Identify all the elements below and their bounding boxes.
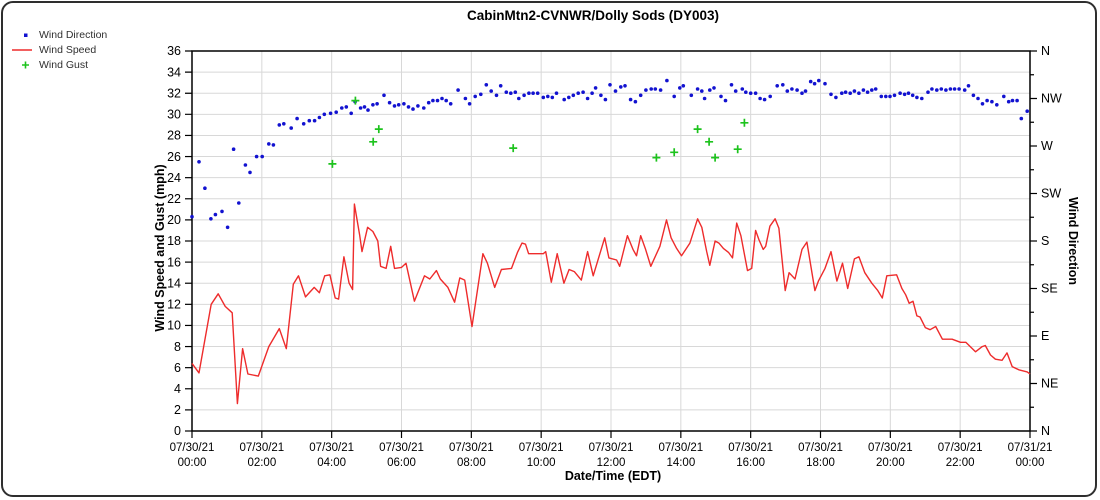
right-tick-label: NW [1041,92,1062,106]
x-tick-time: 12:00 [597,457,626,469]
wind-gust-marker [733,145,742,154]
x-axis-ticks: 07/30/21 00:00 07/30/21 02:00 07/30/21 04:00 0… [170,431,1053,469]
legend-item-wind-speed: Wind Speed [11,42,107,57]
x-tick-date: 07/30/21 [449,442,494,454]
x-tick-date: 07/30/21 [658,442,703,454]
x-tick-date: 07/30/21 [309,442,354,454]
x-tick-date: 07/30/21 [239,442,284,454]
right-tick-label: E [1041,329,1049,343]
x-tick-date: 07/30/21 [868,442,913,454]
left-tick-label: 24 [167,171,181,185]
wind-direction-dot-icon [11,30,33,40]
left-tick-label: 18 [167,234,181,248]
x-tick-date: 07/30/21 [728,442,773,454]
left-tick-label: 30 [167,108,181,122]
x-tick-date: 07/30/21 [170,442,215,454]
right-tick-label: SW [1041,187,1061,201]
page-title: CabinMtn2-CVNWR/Dolly Sods (DY003) [466,8,720,23]
left-tick-label: 2 [174,403,181,417]
legend-label: Wind Speed [39,43,97,56]
x-tick-time: 00:00 [178,457,207,469]
left-tick-label: 26 [167,150,181,164]
left-tick-label: 12 [167,298,181,312]
legend: Wind Direction Wind Speed Wind Gust [11,27,107,72]
wind-gust-marker [711,153,720,162]
x-tick-date: 07/30/21 [589,442,634,454]
wind-gust-plus-icon [11,60,33,70]
right-tick-label: NE [1041,377,1058,391]
left-tick-label: 34 [167,65,181,79]
x-tick-date: 07/30/21 [798,442,843,454]
x-tick-date: 07/30/21 [938,442,983,454]
x-tick-time: 14:00 [666,457,695,469]
x-tick-time: 02:00 [247,457,276,469]
left-tick-label: 4 [174,382,181,396]
x-tick-date: 07/30/21 [519,442,564,454]
wind-gust-marker [652,153,661,162]
legend-item-wind-gust: Wind Gust [11,57,107,72]
right-axis-ticks: N NE E SE S SW W NW N [1030,44,1062,438]
left-tick-label: 0 [174,424,181,438]
legend-label: Wind Gust [39,58,89,71]
legend-item-wind-direction: Wind Direction [11,27,107,42]
x-tick-time: 00:00 [1016,457,1045,469]
left-tick-label: 8 [174,340,181,354]
legend-label: Wind Direction [39,28,108,41]
left-tick-label: 20 [167,213,181,227]
x-tick-time: 20:00 [876,457,905,469]
x-tick-time: 10:00 [527,457,556,469]
x-tick-date: 07/30/21 [379,442,424,454]
x-tick-time: 06:00 [387,457,416,469]
wind-gust-marker [328,159,337,168]
wind-speed-line-icon [11,45,33,55]
right-tick-label: N [1041,424,1050,438]
wind-gust-marker [740,118,749,127]
right-tick-label: S [1041,234,1049,248]
wind-direction-dots [190,78,1029,230]
wind-gust-marker [369,137,378,146]
left-tick-label: 14 [167,276,181,290]
x-tick-date: 07/31/21 [1008,442,1053,454]
gridlines [192,51,1030,431]
left-tick-label: 22 [167,192,181,206]
plot-area: 02468101214161820222426283032343607/30/2… [167,44,1062,469]
right-tick-label: N [1041,44,1050,58]
x-tick-time: 18:00 [806,457,835,469]
wind-gust-marker [693,125,702,134]
wind-gust-marker [509,144,518,153]
left-tick-label: 28 [167,129,181,143]
left-tick-label: 32 [167,86,181,100]
wind-gust-marker [705,137,714,146]
right-tick-label: W [1041,139,1053,153]
wind-gust-marker [351,96,360,105]
wind-gust-marker [374,125,383,134]
x-tick-time: 08:00 [457,457,486,469]
right-tick-label: SE [1041,282,1058,296]
left-tick-label: 10 [167,319,181,333]
x-tick-time: 22:00 [946,457,975,469]
x-tick-time: 16:00 [736,457,765,469]
x-axis-label: Date/Time (EDT) [564,469,662,483]
wind-speed-line [191,203,1031,405]
wind-gust-marker [670,148,679,157]
x-tick-time: 04:00 [317,457,346,469]
left-tick-label: 16 [167,255,181,269]
wind-gust-markers [328,96,749,168]
left-tick-label: 6 [174,361,181,375]
left-tick-label: 36 [167,44,181,58]
